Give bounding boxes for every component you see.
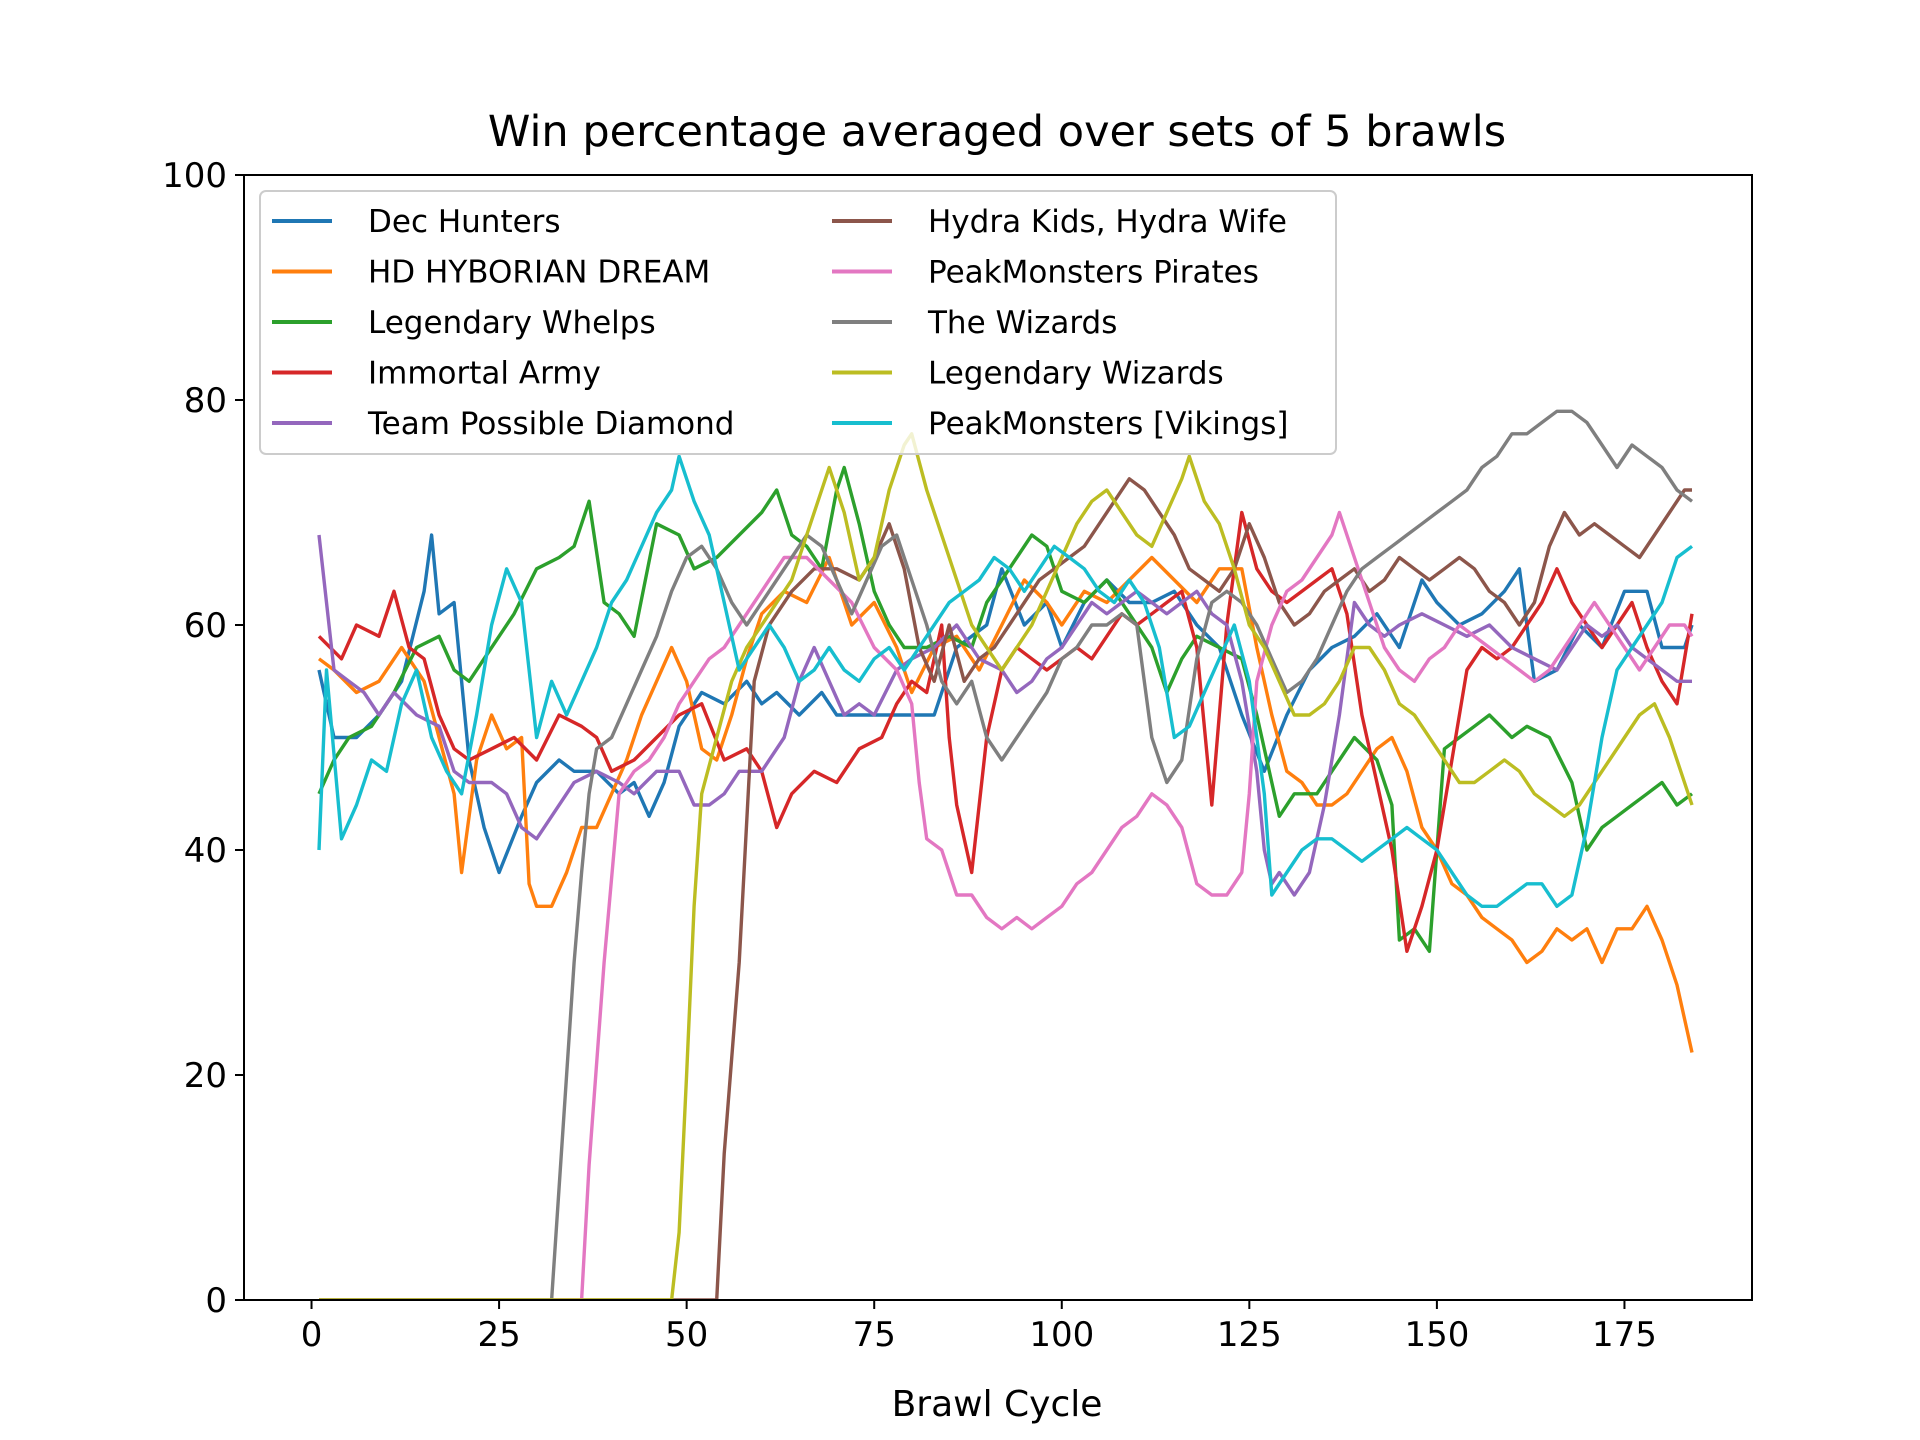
plot-lines: [317, 409, 1694, 1300]
series-line-team-possible-diamond: [317, 534, 1692, 897]
legend: Dec Hunters HD HYBORIAN DREAM Legendary Wh…: [259, 190, 1337, 455]
chart-title: Win percentage averaged over sets of 5 b…: [488, 107, 1506, 157]
x-axis-label: Brawl Cycle: [892, 1384, 1103, 1425]
x-tick-label: 0: [301, 1315, 323, 1355]
legend-label-hydra-kids-hydra-wife: Hydra Kids, Hydra Wife: [928, 204, 1287, 240]
legend-label-peakmonsters-vikings: PeakMonsters [Vikings]: [928, 406, 1288, 442]
x-tick-label: 125: [1217, 1315, 1282, 1355]
series-line-peakmonsters-pirates: [319, 510, 1694, 1300]
legend-label-team-possible-diamond: Team Possible Diamond: [367, 406, 734, 442]
legend-box: [259, 190, 1337, 455]
y-tick-label: 60: [184, 606, 227, 646]
plot-frame: [243, 174, 1753, 1301]
legend-label-the-wizards: The Wizards: [927, 305, 1117, 341]
series-line-hd-hyborian-dream: [317, 555, 1694, 1053]
x-tick-label: 50: [665, 1315, 708, 1355]
legend-label-immortal-army: Immortal Army: [368, 356, 601, 392]
legend-label-hd-hyborian-dream: HD HYBORIAN DREAM: [368, 255, 710, 291]
series-line-legendary-wizards: [319, 432, 1694, 1300]
series-line-the-wizards: [319, 409, 1694, 1300]
x-axis: 0 25 50 75 100 125 150 175: [301, 1300, 1657, 1355]
legend-label-peakmonsters-pirates: PeakMonsters Pirates: [928, 255, 1259, 291]
x-tick-label: 25: [477, 1315, 520, 1355]
x-tick-label: 175: [1592, 1315, 1657, 1355]
legend-label-dec-hunters: Dec Hunters: [368, 204, 561, 240]
y-tick-label: 80: [184, 381, 227, 421]
y-tick-label: 20: [184, 1056, 227, 1096]
y-tick-label: 0: [205, 1281, 227, 1321]
x-tick-label: 150: [1404, 1315, 1469, 1355]
series-line-dec-hunters: [317, 533, 1694, 875]
y-tick-label: 40: [184, 831, 227, 871]
legend-label-legendary-whelps: Legendary Whelps: [368, 305, 656, 341]
series-line-immortal-army: [317, 510, 1694, 953]
legend-label-legendary-wizards: Legendary Wizards: [928, 356, 1224, 392]
y-tick-label: 100: [162, 156, 227, 196]
series-line-legendary-whelps: [317, 465, 1694, 953]
series-line-peakmonsters-vikings: [317, 454, 1694, 908]
x-tick-label: 75: [853, 1315, 896, 1355]
x-tick-label: 100: [1029, 1315, 1094, 1355]
y-axis: 0 20 40 60 80 100: [162, 156, 244, 1321]
